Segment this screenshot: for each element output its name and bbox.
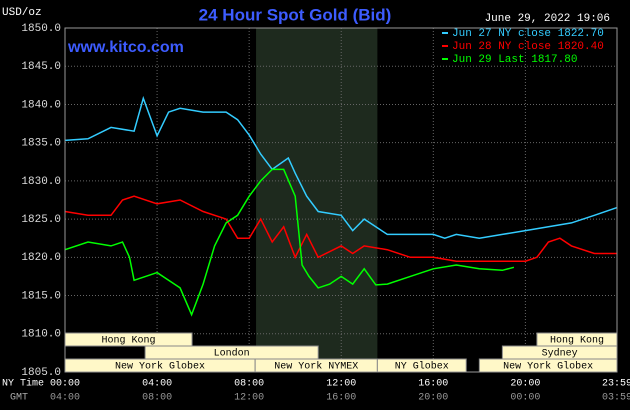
plot-frame — [64, 27, 618, 373]
y-tick-label: 1805.0 — [21, 367, 61, 379]
session-label: New York Globex — [115, 361, 205, 373]
legend-label: Jun 27 NY close 1822.70 — [452, 28, 604, 40]
y-tick-label: 1840.0 — [21, 99, 61, 111]
x2-tick-label: 12:00 — [234, 393, 264, 404]
price-line — [64, 168, 515, 317]
x2-tick-label: 03:59 — [602, 393, 630, 404]
y-tick-label: 1810.0 — [21, 329, 61, 341]
price-line — [64, 95, 618, 239]
price-line — [64, 195, 617, 262]
session-label: Hong Kong — [102, 336, 156, 347]
session-label: NY Globex — [395, 361, 449, 373]
watermark: www.kitco.com — [67, 39, 184, 56]
session-label: London — [214, 348, 250, 360]
y-tick-label: 1815.0 — [21, 290, 61, 302]
x-tick-label: 16:00 — [418, 379, 448, 390]
x-axis-label: NY Time — [2, 378, 44, 390]
session-label: New York Globex — [503, 361, 593, 373]
y-tick-label: 1850.0 — [21, 23, 61, 35]
x-tick-label: 04:00 — [142, 379, 172, 390]
x-tick-label: 12:00 — [326, 379, 356, 390]
session-label: Hong Kong — [550, 336, 604, 347]
x2-axis-label: GMT — [10, 393, 28, 404]
x2-tick-label: 08:00 — [142, 393, 172, 404]
session-label: New York NYMEX — [274, 361, 358, 373]
x-tick-label: 23:59 — [602, 379, 630, 390]
y-tick-label: 1845.0 — [21, 61, 61, 73]
x2-tick-label: 00:00 — [510, 393, 540, 404]
y-tick-label: 1825.0 — [21, 214, 61, 226]
y-tick-label: 1835.0 — [21, 138, 61, 150]
market-hours-shade — [256, 28, 378, 372]
x2-tick-label: 16:00 — [326, 393, 356, 404]
y-tick-label: 1820.0 — [21, 252, 61, 264]
legend-label: Jun 28 NY close 1820.40 — [452, 41, 604, 53]
y-axis-label: USD/oz — [2, 7, 42, 19]
timestamp: June 29, 2022 19:06 — [485, 13, 610, 25]
x2-tick-label: 20:00 — [418, 393, 448, 404]
legend-label: Jun 29 Last 1817.80 — [452, 54, 577, 66]
x-tick-label: 00:00 — [50, 379, 80, 390]
x2-tick-label: 04:00 — [50, 393, 80, 404]
y-tick-label: 1830.0 — [21, 176, 61, 188]
x-tick-label: 08:00 — [234, 379, 264, 390]
chart-title: 24 Hour Spot Gold (Bid) — [199, 5, 392, 24]
session-label: Sydney — [542, 348, 578, 360]
x-tick-label: 20:00 — [510, 379, 540, 390]
